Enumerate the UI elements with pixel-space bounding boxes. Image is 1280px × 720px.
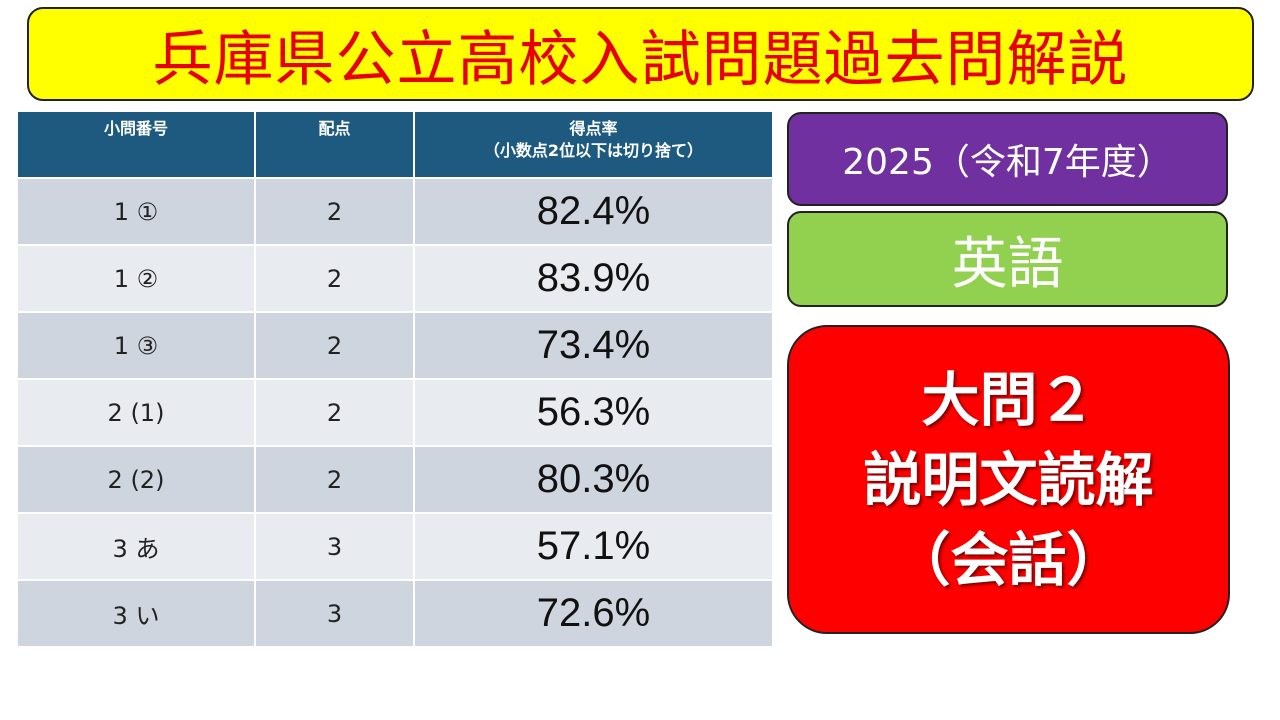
question-number: 大問２	[921, 365, 1096, 434]
rate-cell: 82.4%	[414, 177, 772, 245]
points-cell: 3	[255, 512, 415, 580]
table-header-row: 小問番号 配点 得点率 （小数点2位以下は切り捨て）	[18, 112, 772, 178]
table-row: 3 い 3 72.6%	[18, 579, 772, 646]
question-section-box: 大問２ 説明文読解 （会話）	[787, 325, 1230, 634]
question-cell: 3 あ	[18, 512, 256, 580]
rate-cell: 56.3%	[414, 378, 772, 446]
column-header-question: 小問番号	[18, 112, 256, 178]
question-cell: 2 (1)	[18, 378, 256, 446]
rate-cell: 73.4%	[414, 311, 772, 379]
question-type: 説明文読解	[863, 445, 1154, 514]
page-title: 兵庫県公立高校入試問題過去問解説	[27, 7, 1254, 101]
question-cell: 1 ①	[18, 177, 256, 245]
table-row: 2 (1) 2 56.3%	[18, 378, 772, 446]
rate-header-note: （小数点2位以下は切り捨て）	[483, 141, 704, 160]
table-row: 1 ② 2 83.9%	[18, 244, 772, 312]
question-cell: 2 (2)	[18, 445, 256, 513]
points-cell: 3	[255, 579, 415, 646]
rate-header-label: 得点率	[569, 119, 618, 138]
points-cell: 2	[255, 311, 415, 379]
rate-cell: 80.3%	[414, 445, 772, 513]
column-header-points: 配点	[255, 112, 415, 178]
table-row: 1 ① 2 82.4%	[18, 177, 772, 245]
question-cell: 1 ③	[18, 311, 256, 379]
points-cell: 2	[255, 177, 415, 245]
table-row: 2 (2) 2 80.3%	[18, 445, 772, 513]
score-table: 小問番号 配点 得点率 （小数点2位以下は切り捨て） 1 ① 2 82.4% 1…	[18, 112, 772, 646]
year-label: 2025（令和7年度）	[787, 112, 1228, 206]
table-row: 1 ③ 2 73.4%	[18, 311, 772, 379]
subject-label: 英語	[787, 211, 1228, 307]
rate-cell: 72.6%	[414, 579, 772, 646]
question-cell: 1 ②	[18, 244, 256, 312]
table-row: 3 あ 3 57.1%	[18, 512, 772, 580]
points-cell: 2	[255, 244, 415, 312]
points-cell: 2	[255, 445, 415, 513]
rate-cell: 83.9%	[414, 244, 772, 312]
question-cell: 3 い	[18, 579, 256, 646]
question-subtype: （会話）	[892, 525, 1125, 594]
rate-cell: 57.1%	[414, 512, 772, 580]
column-header-rate: 得点率 （小数点2位以下は切り捨て）	[414, 112, 772, 178]
points-cell: 2	[255, 378, 415, 446]
